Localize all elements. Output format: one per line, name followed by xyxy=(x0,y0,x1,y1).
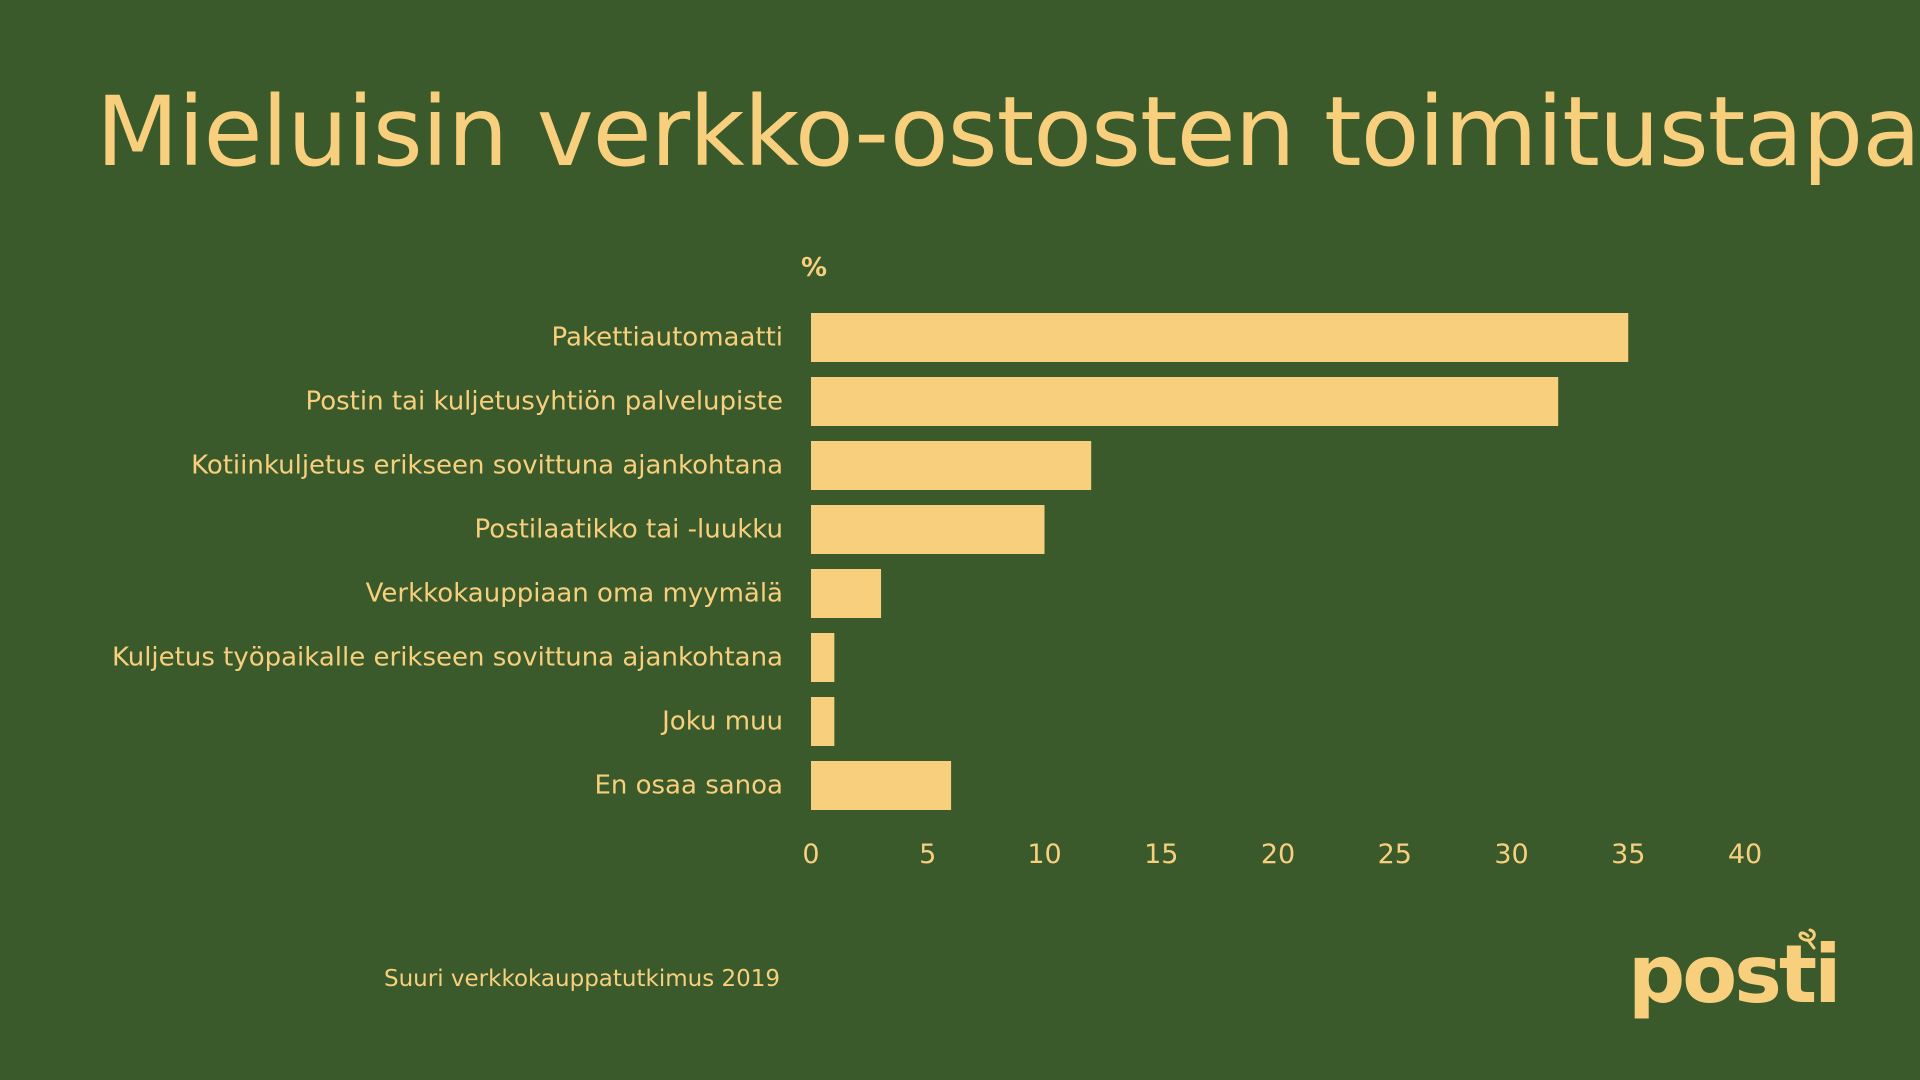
tick-label: 20 xyxy=(1261,839,1295,870)
tick-label: 15 xyxy=(1144,839,1178,870)
source-note: Suuri verkkokauppatutkimus 2019 xyxy=(384,966,781,992)
category-label: Joku muu xyxy=(660,707,783,737)
bar xyxy=(811,569,882,618)
tick-label: 5 xyxy=(919,839,936,870)
tick-label: 10 xyxy=(1027,839,1061,870)
bar xyxy=(811,633,835,682)
ribbon-icon xyxy=(1798,928,1816,950)
category-label: En osaa sanoa xyxy=(594,771,783,801)
bar xyxy=(811,313,1629,362)
bar xyxy=(811,697,835,746)
unit-label: % xyxy=(801,253,827,283)
category-label: Verkkokauppiaan oma myymälä xyxy=(366,579,783,609)
category-label: Postin tai kuljetusyhtiön palvelupiste xyxy=(305,387,783,417)
category-label: Pakettiautomaatti xyxy=(552,323,784,353)
posti-logo: posti xyxy=(1628,928,1838,1021)
logo-wordmark: posti xyxy=(1628,928,1838,1021)
tick-label: 0 xyxy=(802,839,819,870)
bar xyxy=(811,505,1045,554)
category-label: Kotiinkuljetus erikseen sovittuna ajanko… xyxy=(191,451,783,481)
slide-title: Mieluisin verkko-ostosten toimitustapa xyxy=(96,76,1920,188)
bars-group xyxy=(811,313,1629,810)
bar xyxy=(811,377,1559,426)
x-axis-ticks: 0 5 10 15 20 25 30 35 40 xyxy=(802,839,1762,870)
category-labels: Pakettiautomaatti Postin tai kuljetusyhti… xyxy=(112,323,783,801)
bar xyxy=(811,441,1092,490)
bar xyxy=(811,761,952,810)
tick-label: 35 xyxy=(1611,839,1645,870)
category-label: Kuljetus työpaikalle erikseen sovittuna … xyxy=(112,643,783,673)
tick-label: 30 xyxy=(1494,839,1528,870)
category-label: Postilaatikko tai -luukku xyxy=(475,515,783,545)
tick-label: 25 xyxy=(1378,839,1412,870)
tick-label: 40 xyxy=(1728,839,1762,870)
